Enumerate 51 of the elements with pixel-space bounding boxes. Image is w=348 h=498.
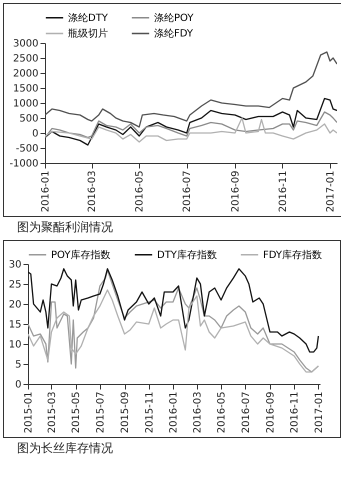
x-tick-label: 2016-11	[278, 170, 289, 212]
x-tick-label: 2015-11	[144, 392, 156, 434]
legend-label: DTY库存指数	[157, 248, 217, 261]
y-tick-label: 15	[8, 320, 22, 330]
y-tick-label: 3000	[13, 38, 38, 50]
y-tick-label: 20	[8, 300, 22, 310]
x-tick-label: 2015-03	[46, 392, 58, 434]
legend-label: 涤纶FDY	[154, 28, 194, 40]
legend-label: 涤纶DTY	[68, 12, 109, 24]
y-tick-label: 0	[15, 380, 22, 390]
x-tick-label: 2016-07	[182, 170, 194, 212]
x-tick-label: 2016-09	[265, 392, 276, 434]
x-tick-label: 2016-09	[230, 170, 242, 212]
legend-label: POY库存指数	[51, 248, 110, 261]
y-tick-label: -500	[16, 144, 38, 154]
legend-label: FDY库存指数	[263, 248, 322, 261]
line-series	[45, 111, 337, 138]
y-tick-label: 25	[8, 280, 22, 290]
x-tick-label: 2015-09	[120, 392, 132, 434]
x-tick-label: 2016-11	[290, 392, 301, 434]
y-tick-label: 1000	[13, 98, 38, 110]
line-series	[45, 98, 337, 146]
text: 图为聚酯利润情况	[17, 219, 114, 236]
x-tick-label: 2016-05	[216, 392, 228, 434]
y-tick-label: 2000	[13, 68, 38, 80]
line-series	[45, 117, 337, 143]
x-tick-label: 2016-03	[87, 170, 98, 212]
x-tick-label: 2016-05	[134, 170, 146, 212]
x-tick-label: 2015-07	[95, 392, 106, 434]
y-tick-label: 10	[8, 340, 22, 350]
y-tick-label: 30	[8, 260, 22, 270]
legend-label: 涤纶POY	[154, 12, 194, 24]
y-tick-label: 5	[15, 360, 22, 370]
x-tick-label: 2016-01	[168, 392, 180, 434]
y-tick-label: 0	[32, 128, 38, 140]
x-tick-label: 2016-01	[40, 170, 52, 212]
x-tick-label: 2015-01	[24, 392, 34, 434]
x-tick-label: 2016-03	[192, 392, 204, 434]
y-tick-label: 1500	[13, 84, 38, 94]
x-tick-label: 2015-05	[71, 392, 82, 434]
x-tick-label: 2017-01	[314, 392, 325, 434]
line-series	[45, 51, 337, 128]
line-series	[28, 289, 320, 373]
legend-label: 瓶级切片	[68, 28, 108, 40]
y-tick-label: 2500	[13, 54, 38, 64]
line-series	[28, 268, 320, 353]
y-tick-label: 500	[19, 114, 38, 124]
text: 图为长丝库存情况	[17, 440, 114, 457]
x-tick-label: 2016-07	[240, 392, 252, 434]
y-tick-label: -1000	[9, 158, 38, 170]
x-tick-label: 2017-01	[325, 170, 336, 212]
